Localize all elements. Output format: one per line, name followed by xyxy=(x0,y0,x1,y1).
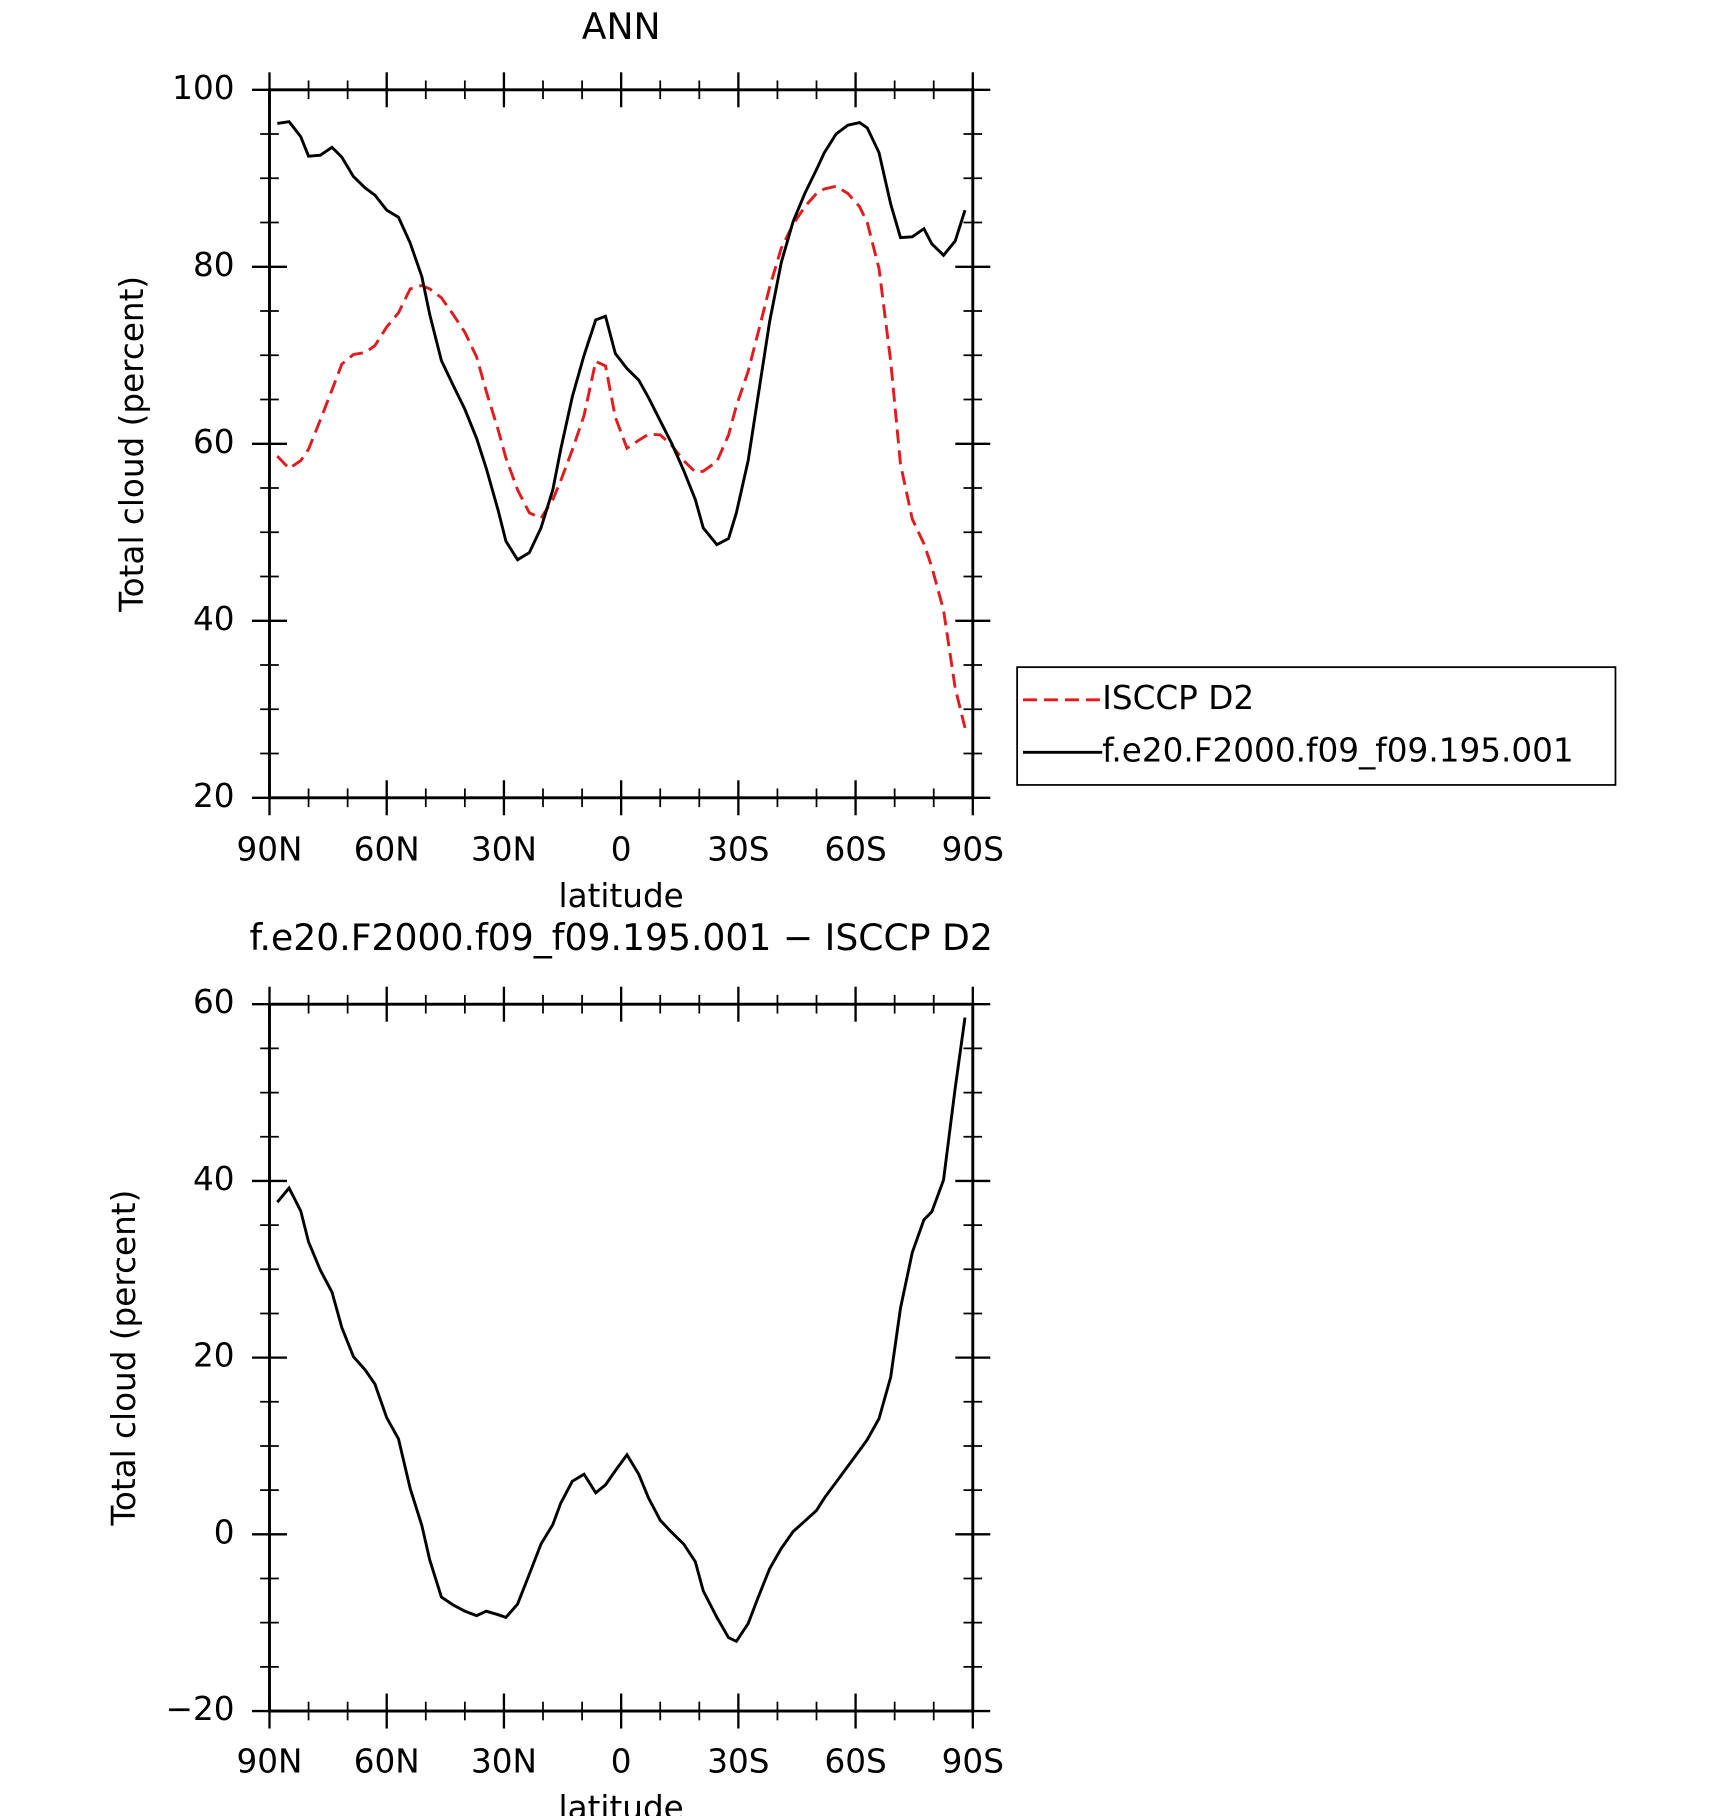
y-tick-label: 20 xyxy=(193,1337,235,1375)
x-tick-label: 90N xyxy=(237,830,303,868)
x-tick-label: 60N xyxy=(354,830,420,868)
data-line xyxy=(276,1017,967,1644)
data-line xyxy=(277,120,967,562)
x-tick-label: 30N xyxy=(471,1743,537,1781)
x-tick-label: 90N xyxy=(237,1743,303,1781)
chart-title: f.e20.F2000.f09_f09.195.001 − ISCCP D2 xyxy=(249,916,992,959)
y-tick-label: −20 xyxy=(166,1690,235,1728)
x-tick-label: 90S xyxy=(942,830,1004,868)
x-tick-label: 90S xyxy=(942,1743,1004,1781)
x-tick-label: 0 xyxy=(611,1743,632,1781)
plot-frame xyxy=(268,88,975,800)
legend-box xyxy=(1016,666,1617,786)
y-tick-label: 60 xyxy=(193,423,235,461)
y-tick-label: 40 xyxy=(193,600,235,638)
chart-title: ANN xyxy=(582,5,661,48)
y-axis-label: Total cloud (percent) xyxy=(105,1190,143,1527)
y-tick-label: 20 xyxy=(193,777,235,815)
x-tick-label: 60N xyxy=(354,1743,420,1781)
y-tick-label: 60 xyxy=(193,983,235,1021)
y-tick-label: 100 xyxy=(172,69,234,107)
plot-frame xyxy=(268,1002,975,1713)
x-axis-label: latitude xyxy=(559,1789,684,1816)
x-tick-label: 0 xyxy=(611,830,632,868)
y-tick-label: 40 xyxy=(193,1160,235,1198)
x-tick-label: 60S xyxy=(824,1743,886,1781)
y-tick-label: 0 xyxy=(214,1513,235,1551)
x-tick-label: 30S xyxy=(707,830,769,868)
x-tick-label: 30N xyxy=(471,830,537,868)
legend-label: f.e20.F2000.f09_f09.195.001 xyxy=(1102,731,1573,769)
data-line xyxy=(276,184,967,729)
x-tick-label: 60S xyxy=(824,830,886,868)
y-tick-label: 80 xyxy=(193,246,235,284)
y-axis-label: Total cloud (percent) xyxy=(113,276,151,613)
legend-label: ISCCP D2 xyxy=(1102,679,1254,717)
x-axis-label: latitude xyxy=(559,877,684,915)
x-tick-label: 30S xyxy=(707,1743,769,1781)
